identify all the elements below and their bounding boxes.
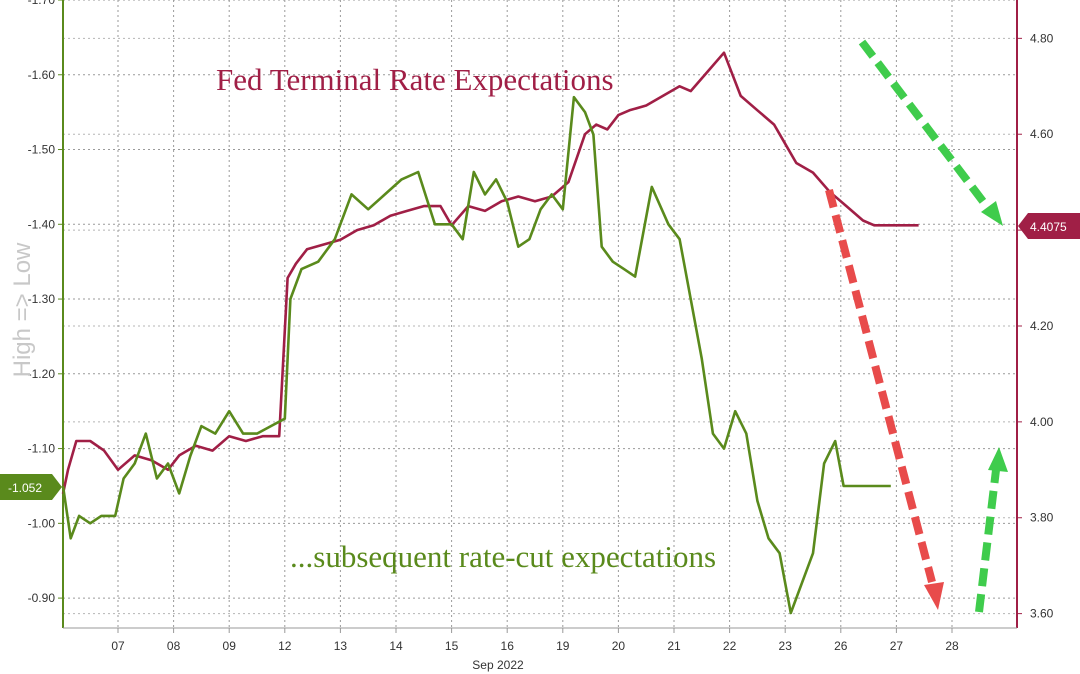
x-tick-label: 14 xyxy=(389,639,403,653)
right-tick-label: 4.00 xyxy=(1030,415,1054,429)
left-tick-label: -0.90 xyxy=(28,591,56,605)
left-axis-ticks: -1.70 -1.60 -1.50 -1.40 -1.30 -1.20 -1.10 -1.00… xyxy=(28,0,63,605)
left-tick-label: -1.30 xyxy=(28,292,56,306)
rate-cut-line xyxy=(61,95,891,615)
left-tick-label: -1.40 xyxy=(28,217,56,231)
right-tick-label: 3.80 xyxy=(1030,511,1054,525)
x-tick-label: 27 xyxy=(890,639,904,653)
right-tick-label: 4.60 xyxy=(1030,127,1054,141)
x-tick-label: 21 xyxy=(667,639,681,653)
annotation-subtitle: ...subsequent rate-cut expectations xyxy=(290,539,716,574)
x-tick-label: 09 xyxy=(223,639,237,653)
left-tick-label: -1.50 xyxy=(28,143,56,157)
left-tick-label: -1.20 xyxy=(28,367,56,381)
x-tick-label: 19 xyxy=(556,639,570,653)
x-tick-label: 23 xyxy=(779,639,793,653)
left-last-value-label: -1.052 xyxy=(8,481,42,495)
x-tick-label: 26 xyxy=(834,639,848,653)
gridlines xyxy=(63,0,1017,628)
x-tick-label: 07 xyxy=(111,639,125,653)
x-axis-ticks: 07 08 09 12 13 14 15 16 19 20 21 22 23 26 27 28 xyxy=(111,628,959,653)
x-tick-label: 28 xyxy=(945,639,959,653)
left-tick-label: -1.70 xyxy=(28,0,56,7)
left-tick-label: -1.10 xyxy=(28,442,56,456)
x-tick-label: 12 xyxy=(278,639,292,653)
annotation-title: Fed Terminal Rate Expectations xyxy=(216,62,614,97)
y-axis-label: High => Low xyxy=(9,242,36,377)
left-tick-label: -1.60 xyxy=(28,68,56,82)
green-dashed-arrow-down xyxy=(858,39,1003,226)
terminal-rate-line xyxy=(61,51,919,495)
x-axis-label: Sep 2022 xyxy=(472,658,524,672)
x-tick-label: 15 xyxy=(445,639,459,653)
green-dashed-arrow-up xyxy=(975,447,1008,613)
right-last-value-label: 4.4075 xyxy=(1030,220,1067,234)
right-tick-label: 4.20 xyxy=(1030,319,1054,333)
x-tick-label: 13 xyxy=(334,639,348,653)
x-tick-label: 22 xyxy=(723,639,737,653)
red-dashed-arrow-down xyxy=(825,188,944,610)
right-tick-label: 3.60 xyxy=(1030,607,1054,621)
left-tick-label: -1.00 xyxy=(28,516,56,530)
right-tick-label: 4.80 xyxy=(1030,31,1054,45)
series-layer xyxy=(61,51,919,615)
x-tick-label: 16 xyxy=(501,639,515,653)
left-last-value-badge: -1.052 xyxy=(0,474,62,500)
x-tick-label: 20 xyxy=(612,639,626,653)
right-last-value-badge: 4.4075 xyxy=(1018,213,1080,239)
x-tick-label: 08 xyxy=(167,639,181,653)
right-axis-ticks: 4.804.604.404.204.003.803.60 xyxy=(1017,31,1054,621)
